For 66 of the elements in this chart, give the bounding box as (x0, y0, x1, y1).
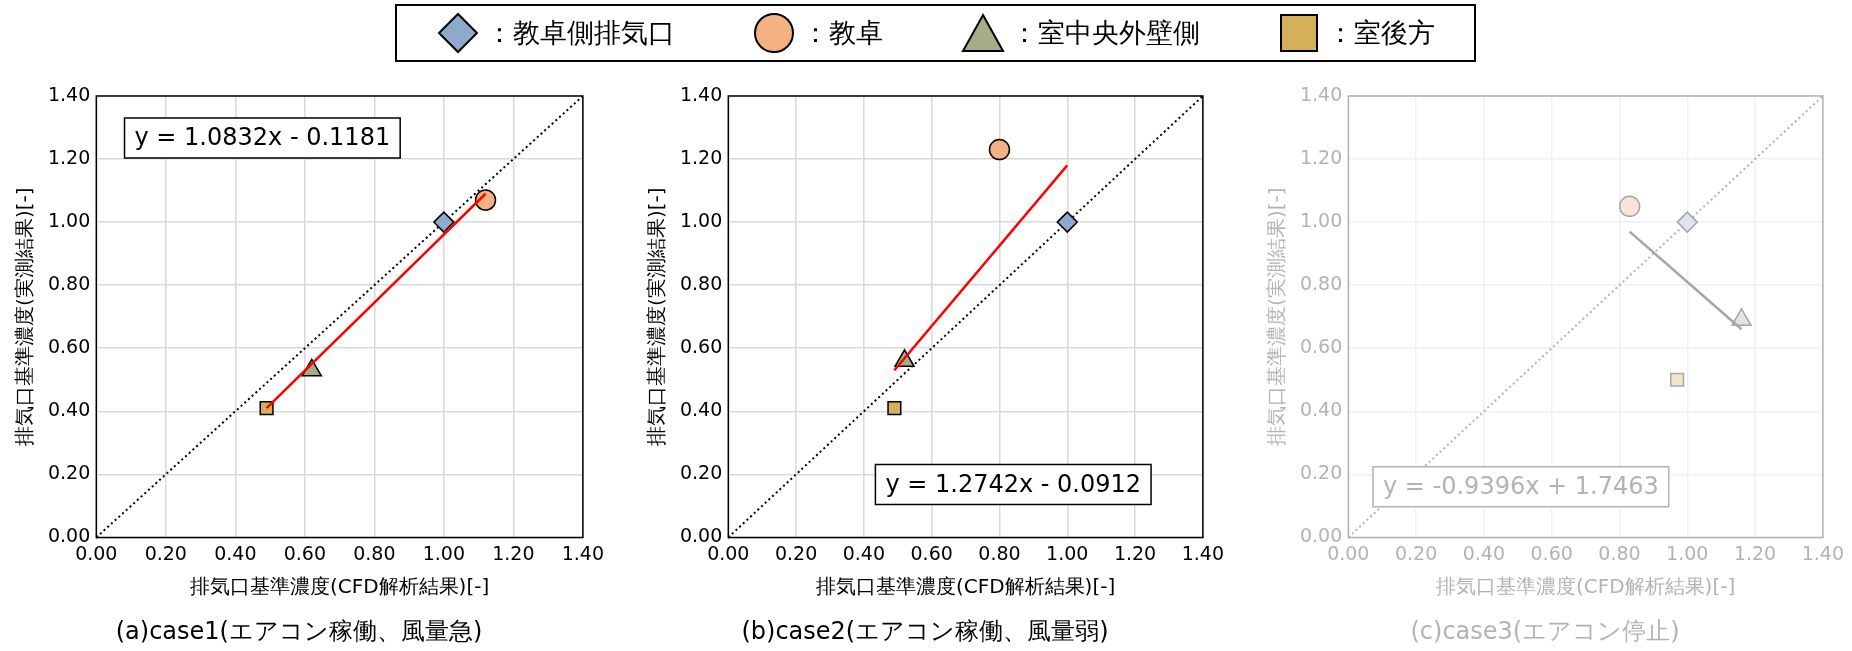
legend-label: ：教卓側排気口 (485, 16, 675, 50)
point (1056, 211, 1079, 233)
y-axis-title: 排気口基準濃度(実測結果)[-] (12, 187, 37, 446)
point (1676, 211, 1699, 233)
x-tick-label: 1.00 (422, 541, 465, 564)
text: (b)case2(エアコン稼働、風量弱) (741, 616, 1109, 645)
x-axis-title: 排気口基準濃度(CFD解析結果)[-] (1435, 574, 1736, 599)
y-tick-label: 0.20 (1299, 461, 1343, 484)
point (1669, 372, 1685, 387)
y-tick-label: 0.80 (679, 272, 723, 295)
y-tick-label: 1.20 (47, 145, 91, 168)
y-tick-label: 1.40 (1299, 82, 1343, 105)
legend-label: ：室中央外壁側 (1010, 16, 1200, 50)
legend-label: ：室後方 (1327, 16, 1436, 50)
y-tick-label: 1.40 (47, 82, 91, 105)
x-tick-label: 0.20 (1394, 541, 1438, 564)
y-tick-label: 0.80 (47, 272, 91, 295)
x-tick-label: 1.20 (1733, 541, 1777, 564)
x-tick-label: 0.20 (774, 541, 818, 564)
x-tick-label: 0.40 (214, 541, 257, 564)
point (887, 401, 902, 416)
y-axis-title: 排気口基準濃度(実測結果)[-] (1264, 187, 1289, 446)
x-tick-label: 0.80 (1598, 541, 1641, 564)
annotation: y = 1.0832x - 0.1181 (134, 123, 391, 152)
x-tick-label: 0.40 (1462, 541, 1506, 564)
y-tick-label: 0.80 (1299, 272, 1343, 295)
y-tick-label: 1.40 (679, 82, 723, 105)
annotation: y = 1.2742x - 0.0912 (885, 469, 1142, 498)
x-tick-label: 0.60 (283, 541, 326, 564)
y-tick-label: 1.00 (47, 209, 91, 232)
y-tick-label: 1.00 (1299, 209, 1343, 232)
point (1618, 195, 1641, 218)
x-tick-label: 0.20 (144, 541, 187, 564)
x-tick-label: 1.00 (1666, 541, 1709, 564)
x-axis-title: 排気口基準濃度(CFD解析結果)[-] (189, 574, 490, 599)
x-tick-label: 1.40 (1181, 541, 1224, 564)
x-tick-label: 1.00 (1046, 541, 1089, 564)
text: (c)case3(エアコン停止) (1410, 616, 1680, 645)
x-tick-label: 0.40 (842, 541, 886, 564)
y-tick-label: 1.20 (1299, 145, 1343, 168)
x-tick-label: 0.80 (978, 541, 1021, 564)
x-tick-label: 1.20 (1113, 541, 1157, 564)
x-axis-title: 排気口基準濃度(CFD解析結果)[-] (815, 574, 1116, 599)
y-tick-label: 0.20 (47, 461, 91, 484)
x-tick-label: 0.60 (1530, 541, 1573, 564)
point (988, 138, 1011, 161)
x-tick-label: 0.60 (910, 541, 953, 564)
y-tick-label: 0.60 (679, 335, 723, 358)
y-tick-label: 0.20 (679, 461, 723, 484)
point (433, 211, 455, 233)
legend-label: ：教卓 (802, 16, 884, 50)
y-tick-label: 0.40 (1299, 398, 1343, 421)
text: (a)case1(エアコン稼働、風量急) (115, 616, 483, 645)
y-tick-label: 0.60 (47, 335, 91, 358)
y-tick-label: 0.40 (47, 398, 91, 421)
x-tick-label: 0.80 (353, 541, 396, 564)
y-tick-label: 0.40 (679, 398, 723, 421)
point (474, 189, 497, 211)
y-tick-label: 1.00 (679, 209, 723, 232)
x-tick-label: 1.40 (561, 541, 604, 564)
x-tick-label: 1.40 (1801, 541, 1844, 564)
y-axis-title: 排気口基準濃度(実測結果)[-] (644, 187, 669, 446)
y-tick-label: 0.60 (1299, 335, 1343, 358)
y-tick-label: 1.20 (679, 145, 723, 168)
annotation: y = -0.9396x + 1.7463 (1382, 472, 1659, 501)
x-tick-label: 1.20 (492, 541, 535, 564)
